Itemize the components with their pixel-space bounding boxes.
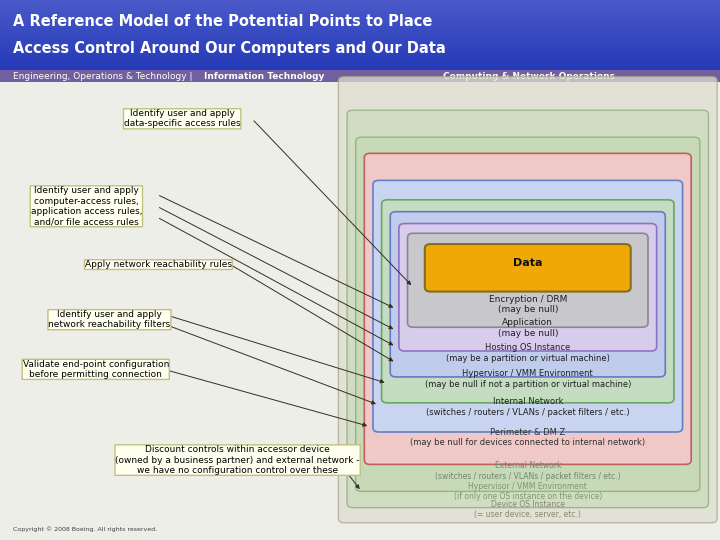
FancyBboxPatch shape [0, 66, 720, 69]
FancyBboxPatch shape [0, 47, 720, 49]
FancyBboxPatch shape [0, 24, 720, 26]
FancyBboxPatch shape [399, 224, 657, 351]
Text: Hosting OS Instance
(may be a partition or virtual machine): Hosting OS Instance (may be a partition … [446, 343, 610, 363]
Text: Identify user and apply
computer-access rules,
application access rules,
and/or : Identify user and apply computer-access … [31, 186, 142, 226]
FancyBboxPatch shape [356, 137, 700, 491]
Text: External Network
(switches / routers / VLANs / packet filters / etc.): External Network (switches / routers / V… [435, 461, 621, 481]
FancyBboxPatch shape [408, 233, 648, 327]
FancyBboxPatch shape [0, 1, 720, 3]
FancyBboxPatch shape [0, 68, 720, 70]
FancyBboxPatch shape [0, 8, 720, 10]
FancyBboxPatch shape [0, 38, 720, 40]
FancyBboxPatch shape [0, 42, 720, 44]
Text: Copyright © 2008 Boeing. All rights reserved.: Copyright © 2008 Boeing. All rights rese… [13, 527, 157, 532]
FancyBboxPatch shape [0, 54, 720, 56]
Text: A Reference Model of the Potential Points to Place: A Reference Model of the Potential Point… [13, 14, 432, 29]
Text: Information Technology: Information Technology [204, 72, 324, 80]
FancyBboxPatch shape [0, 70, 720, 82]
Text: Application
(may be null): Application (may be null) [498, 318, 558, 338]
FancyBboxPatch shape [0, 17, 720, 19]
FancyBboxPatch shape [373, 180, 683, 432]
FancyBboxPatch shape [382, 200, 674, 403]
FancyBboxPatch shape [0, 29, 720, 31]
FancyBboxPatch shape [0, 5, 720, 7]
Text: Computing & Network Operations: Computing & Network Operations [443, 72, 615, 80]
FancyBboxPatch shape [0, 14, 720, 16]
FancyBboxPatch shape [0, 21, 720, 23]
FancyBboxPatch shape [0, 36, 720, 39]
FancyBboxPatch shape [425, 244, 631, 292]
FancyBboxPatch shape [364, 153, 691, 464]
Text: Encryption / DRM
(may be null): Encryption / DRM (may be null) [489, 295, 567, 314]
Text: Validate end-point configuration
before permitting connection: Validate end-point configuration before … [22, 360, 169, 379]
FancyBboxPatch shape [0, 64, 720, 67]
FancyBboxPatch shape [0, 12, 720, 14]
Text: Identify user and apply
network reachability filters: Identify user and apply network reachabi… [48, 310, 171, 329]
FancyBboxPatch shape [0, 19, 720, 21]
Text: Internal Network
(switches / routers / VLANs / packet filters / etc.): Internal Network (switches / routers / V… [426, 397, 629, 417]
FancyBboxPatch shape [0, 31, 720, 33]
FancyBboxPatch shape [0, 45, 720, 48]
FancyBboxPatch shape [0, 26, 720, 28]
FancyBboxPatch shape [0, 49, 720, 51]
FancyBboxPatch shape [0, 56, 720, 58]
FancyBboxPatch shape [0, 22, 720, 24]
Text: Identify user and apply
data-specific access rules: Identify user and apply data-specific ac… [124, 109, 240, 129]
FancyBboxPatch shape [390, 212, 665, 377]
FancyBboxPatch shape [0, 33, 720, 35]
Text: Engineering, Operations & Technology |: Engineering, Operations & Technology | [13, 72, 195, 80]
FancyBboxPatch shape [347, 110, 708, 508]
FancyBboxPatch shape [0, 43, 720, 45]
Text: Hypervisor / VMM Environment
(may be null if not a partition or virtual machine): Hypervisor / VMM Environment (may be nul… [425, 369, 631, 389]
FancyBboxPatch shape [0, 28, 720, 30]
Text: Perimeter & DM Z
(may be null for devices connected to internal network): Perimeter & DM Z (may be null for device… [410, 428, 645, 447]
FancyBboxPatch shape [0, 40, 720, 42]
Text: Access Control Around Our Computers and Our Data: Access Control Around Our Computers and … [13, 41, 446, 56]
FancyBboxPatch shape [0, 0, 720, 2]
FancyBboxPatch shape [0, 35, 720, 37]
Text: Device OS Instance
(= user device, server, etc.): Device OS Instance (= user device, serve… [474, 500, 581, 519]
FancyBboxPatch shape [0, 82, 720, 540]
FancyBboxPatch shape [0, 61, 720, 63]
FancyBboxPatch shape [0, 15, 720, 17]
FancyBboxPatch shape [0, 6, 720, 9]
Text: Data: Data [513, 258, 542, 268]
Text: Apply network reachability rules: Apply network reachability rules [85, 260, 232, 269]
Text: Discount controls within accessor device
(owned by a business partner) and exter: Discount controls within accessor device… [115, 445, 360, 475]
FancyBboxPatch shape [0, 63, 720, 65]
FancyBboxPatch shape [0, 52, 720, 55]
Text: Hypervisor / VMM Environment
(if only one OS instance on the device): Hypervisor / VMM Environment (if only on… [454, 482, 602, 501]
FancyBboxPatch shape [0, 50, 720, 53]
FancyBboxPatch shape [338, 77, 717, 523]
FancyBboxPatch shape [0, 10, 720, 12]
FancyBboxPatch shape [0, 59, 720, 62]
FancyBboxPatch shape [0, 57, 720, 60]
FancyBboxPatch shape [0, 3, 720, 5]
